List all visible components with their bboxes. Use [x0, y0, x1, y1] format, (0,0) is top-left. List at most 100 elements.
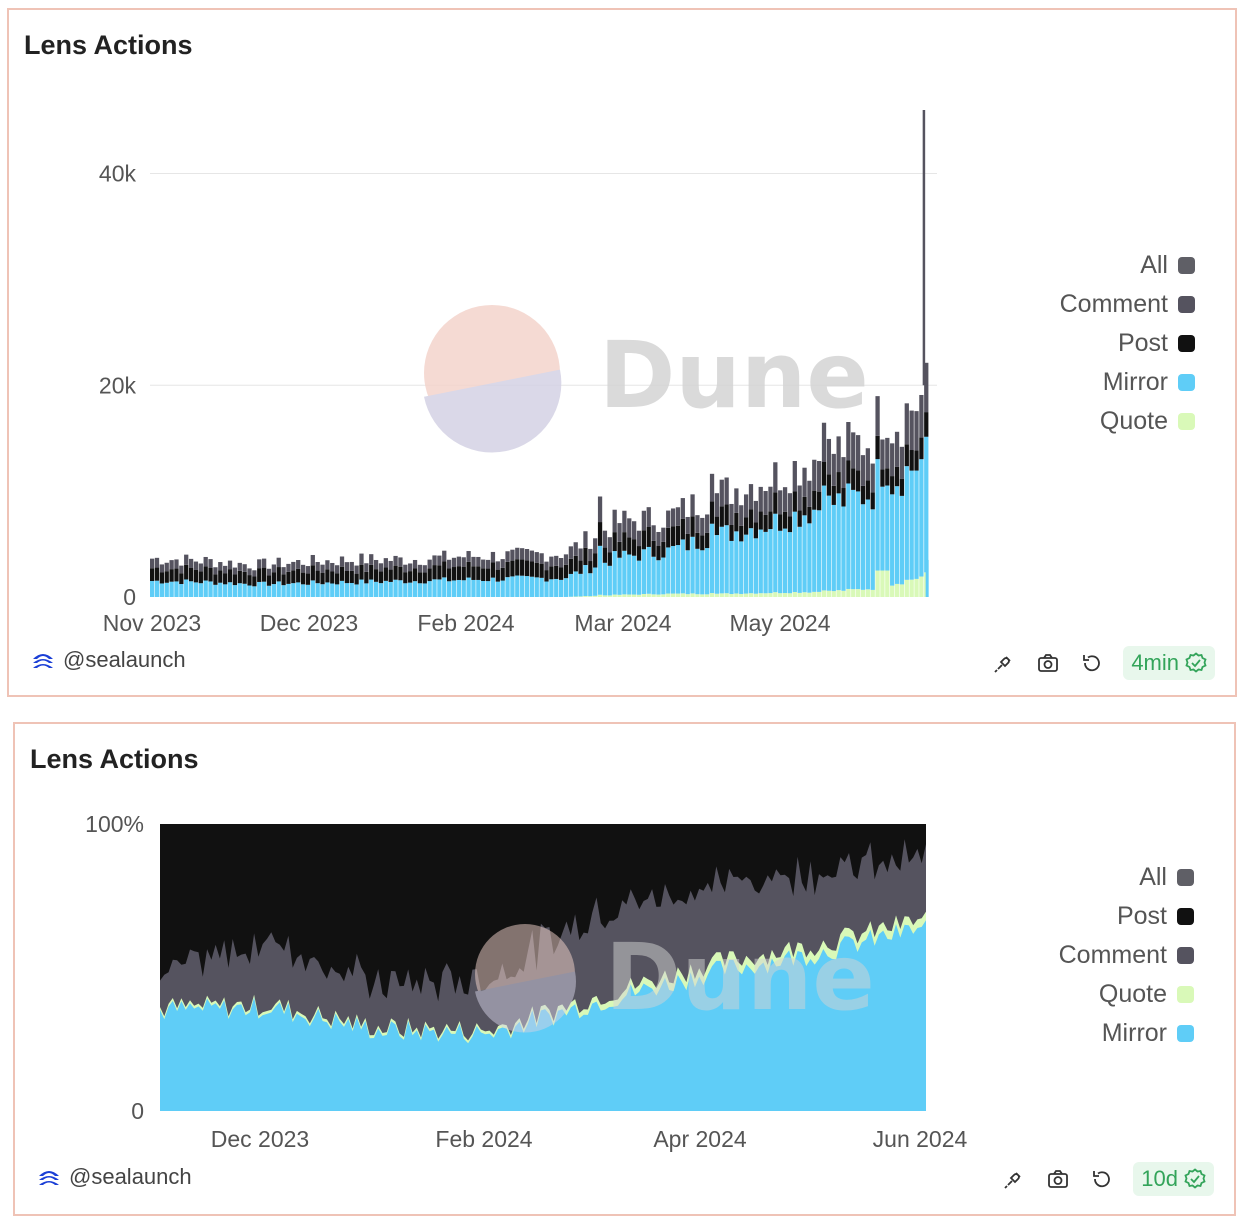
bar-comment — [914, 411, 919, 451]
bar-post — [607, 552, 612, 566]
bar-quote — [743, 593, 749, 597]
bar-post — [150, 568, 155, 582]
legend-item-comment[interactable]: Comment — [1060, 289, 1195, 319]
legend-item-all[interactable]: All — [1139, 862, 1194, 892]
bar-post — [568, 558, 573, 574]
bar-comment — [661, 527, 666, 542]
bar-mirror — [296, 582, 301, 597]
bar-mirror — [627, 554, 632, 595]
bar-quote — [836, 590, 841, 597]
bar-comment — [174, 559, 179, 569]
bar-post — [875, 435, 880, 460]
bar-post — [612, 532, 617, 552]
bar-comment — [773, 462, 778, 493]
bar-comment — [159, 564, 165, 573]
bar-comment — [763, 491, 768, 515]
plug-icon[interactable] — [1001, 1166, 1027, 1192]
refresh-badge[interactable]: 4min — [1123, 646, 1215, 680]
bar-comment — [617, 523, 622, 542]
bar-comment — [485, 559, 491, 569]
bar-mirror — [729, 540, 734, 595]
bar-comment — [743, 494, 749, 518]
bar-post — [266, 575, 272, 586]
bar-comment — [373, 559, 379, 570]
camera-icon[interactable] — [1035, 650, 1061, 676]
bar-comment — [821, 422, 827, 463]
bar-mirror — [880, 486, 885, 571]
bar-post — [758, 511, 763, 530]
bar-comment — [602, 530, 608, 548]
bar-mirror — [354, 584, 359, 597]
bar-post — [369, 564, 374, 580]
bar-post — [417, 572, 423, 584]
legend-item-mirror[interactable]: Mirror — [1103, 367, 1195, 397]
legend-item-post[interactable]: Post — [1118, 328, 1195, 358]
bar-post — [315, 570, 320, 584]
bar-post — [524, 560, 530, 577]
bar-mirror — [276, 581, 281, 597]
bar-mirror — [461, 580, 466, 597]
bar-mirror — [787, 532, 793, 594]
bar-post — [208, 568, 213, 582]
bar-mirror — [364, 583, 369, 597]
author[interactable]: @sealaunch — [37, 1164, 192, 1190]
legend-item-quote[interactable]: Quote — [1099, 979, 1194, 1009]
bar-comment — [218, 562, 223, 571]
bar-comment — [880, 439, 885, 470]
bar-mirror — [792, 511, 797, 593]
bar-comment — [242, 564, 247, 572]
legend-item-comment[interactable]: Comment — [1059, 940, 1194, 970]
bar-post — [880, 469, 885, 487]
bar-mirror — [471, 579, 476, 597]
bar-comment — [855, 435, 861, 471]
bar-mirror — [685, 550, 690, 595]
bar-mirror — [588, 573, 593, 597]
bar-post — [821, 462, 827, 486]
bar-post — [359, 564, 364, 580]
bar-mirror — [826, 495, 832, 591]
bar-comment — [481, 559, 486, 569]
bar-mirror — [208, 581, 213, 597]
bar-mirror — [242, 583, 247, 597]
bar-quote — [817, 591, 822, 597]
bar-post — [622, 532, 627, 551]
legend-item-mirror[interactable]: Mirror — [1102, 1018, 1194, 1048]
x-tick-label: Feb 2024 — [435, 1126, 532, 1152]
bar-comment — [792, 461, 797, 492]
bar-post — [257, 568, 262, 582]
check-circle-icon — [1184, 1168, 1206, 1189]
bar-mirror — [534, 577, 539, 597]
bar-comment — [705, 514, 710, 533]
bar-mirror — [398, 580, 403, 597]
refresh-badge[interactable]: 10d — [1133, 1162, 1214, 1196]
bar-comment — [641, 510, 647, 531]
refresh-icon[interactable] — [1089, 1166, 1115, 1192]
plug-icon[interactable] — [991, 650, 1017, 676]
bar-quote — [632, 594, 637, 597]
bar-quote — [709, 593, 715, 597]
bar-mirror — [656, 560, 661, 595]
legend-item-all[interactable]: All — [1140, 250, 1195, 280]
bar-comment — [208, 559, 213, 569]
legend-item-quote[interactable]: Quote — [1100, 406, 1195, 436]
camera-icon[interactable] — [1045, 1166, 1071, 1192]
bar-post — [632, 539, 637, 556]
bar-comment — [836, 436, 841, 473]
bar-quote — [670, 593, 676, 597]
chart-legend: All Post Comment Quote Mirror — [894, 862, 1194, 1062]
bar-comment — [807, 480, 812, 507]
bar-comment — [588, 548, 593, 562]
bar-comment — [412, 559, 418, 569]
bar-mirror — [266, 585, 272, 597]
bar-post — [242, 571, 247, 584]
author[interactable]: @sealaunch — [31, 647, 186, 673]
legend-item-post[interactable]: Post — [1117, 901, 1194, 931]
bar-comment — [700, 517, 705, 536]
bar-quote — [617, 594, 622, 597]
sealaunch-logo-icon — [39, 1171, 59, 1185]
legend-label: Post — [1117, 328, 1168, 357]
bar-comment — [636, 530, 642, 547]
legend-label: All — [1140, 250, 1168, 279]
refresh-icon[interactable] — [1079, 650, 1105, 676]
bar-comment — [597, 496, 603, 523]
